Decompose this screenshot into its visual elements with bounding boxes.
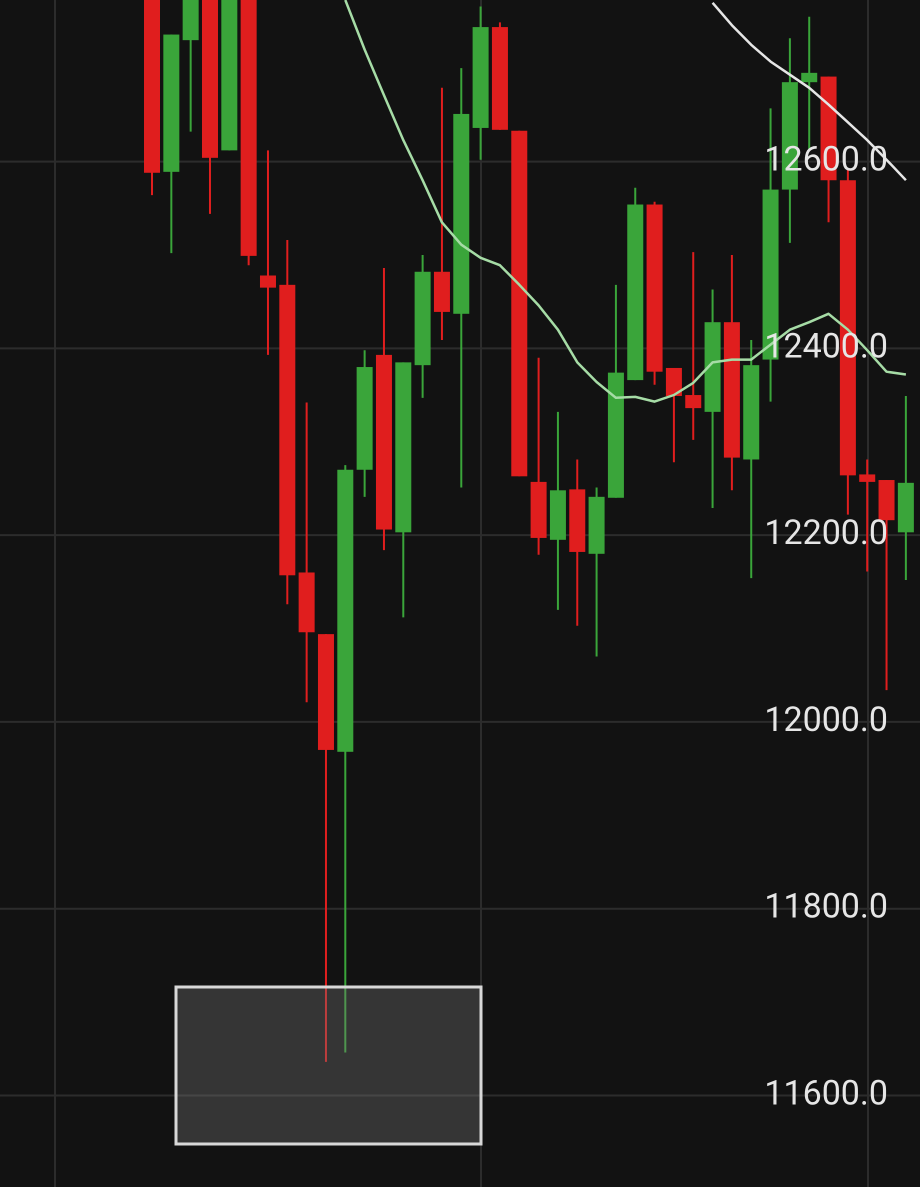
candle-body bbox=[897, 482, 914, 533]
candle-body bbox=[646, 204, 663, 372]
candle-body bbox=[356, 367, 373, 470]
candle-body bbox=[762, 189, 779, 360]
selection-box bbox=[174, 985, 483, 1146]
y-tick-label: 12000.0 bbox=[764, 700, 888, 740]
candle-body bbox=[182, 0, 199, 41]
y-tick-label: 11800.0 bbox=[764, 887, 888, 927]
candle-body bbox=[549, 490, 566, 540]
candle-body bbox=[878, 480, 895, 521]
candle-body bbox=[511, 130, 528, 477]
candle-body bbox=[781, 82, 798, 190]
candle-body bbox=[433, 271, 450, 312]
candle-body bbox=[414, 271, 431, 366]
candle-body bbox=[259, 275, 276, 288]
candle-body bbox=[685, 395, 702, 409]
candle-body bbox=[395, 362, 412, 533]
moving-average-line bbox=[344, 0, 907, 403]
candle-body bbox=[607, 372, 624, 498]
candle-body bbox=[317, 634, 334, 750]
candle-body bbox=[491, 27, 508, 130]
candle-body bbox=[201, 0, 218, 158]
candle-body bbox=[627, 204, 644, 381]
candle-body bbox=[665, 367, 682, 396]
candle-body bbox=[240, 0, 257, 256]
candle-body bbox=[743, 365, 760, 460]
candle-body bbox=[163, 34, 180, 172]
candle-body bbox=[298, 572, 315, 633]
y-tick-label: 12400.0 bbox=[764, 326, 888, 366]
candle-body bbox=[723, 322, 740, 458]
candle-body bbox=[472, 27, 489, 128]
candle-body bbox=[375, 354, 392, 530]
plot-area bbox=[144, 0, 914, 1062]
y-tick-label: 12200.0 bbox=[764, 513, 888, 553]
moving-average-line bbox=[711, 1, 907, 182]
candle-body bbox=[453, 113, 470, 314]
candle-body bbox=[337, 469, 354, 752]
candle-body bbox=[801, 72, 818, 83]
y-tick-label: 11600.0 bbox=[764, 1073, 888, 1113]
y-tick-label: 12600.0 bbox=[764, 140, 888, 180]
candle-body bbox=[144, 0, 160, 173]
candle-body bbox=[704, 322, 721, 412]
candle-body bbox=[588, 496, 605, 554]
candle-body bbox=[530, 481, 547, 538]
candle-body bbox=[569, 489, 586, 552]
candle-body bbox=[859, 474, 876, 482]
candle-body bbox=[221, 0, 238, 151]
candle-body bbox=[279, 284, 296, 576]
y-axis: 12600.0 12400.0 12200.0 12000.0 11800.0 11600… bbox=[764, 140, 888, 1114]
candle-body bbox=[839, 180, 856, 476]
